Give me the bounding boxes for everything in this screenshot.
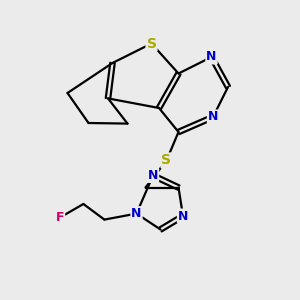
Text: S: S [146, 37, 157, 50]
Text: F: F [56, 211, 64, 224]
Text: N: N [131, 207, 142, 220]
Text: N: N [206, 50, 217, 64]
Text: N: N [178, 209, 188, 223]
Text: S: S [161, 154, 172, 167]
Text: N: N [148, 169, 158, 182]
Text: N: N [208, 110, 218, 124]
